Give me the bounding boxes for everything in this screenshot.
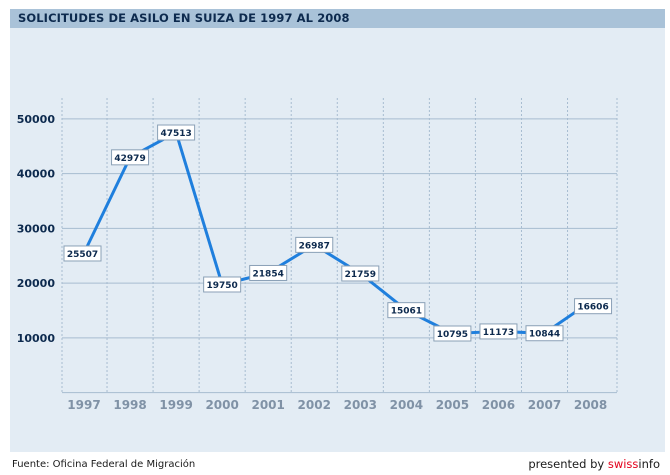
x-tick-label-1997: 1997 [67, 398, 100, 412]
x-tick-label-2003: 2003 [344, 398, 377, 412]
y-tick-label-30000: 30000 [17, 222, 56, 235]
x-tick-label-1998: 1998 [113, 398, 146, 412]
x-tick-label-2000: 2000 [205, 398, 238, 412]
chart-title: SOLICITUDES DE ASILO EN SUIZA DE 1997 AL… [18, 11, 350, 25]
data-label-2: 47513 [160, 129, 191, 139]
line-chart: 10000 20000 30000 40000 50000 1997 1998 1999 200… [17, 98, 618, 412]
footer-source: Fuente: Oficina Federal de Migración [12, 459, 196, 470]
data-label-box-7 [387, 302, 426, 319]
data-label-3: 19750 [206, 281, 237, 291]
presented-by-text: presented by [528, 457, 605, 471]
y-tick-label-40000: 40000 [17, 168, 56, 181]
data-label-box-10 [525, 325, 564, 342]
data-label-10: 10844 [529, 330, 560, 340]
data-label-box-1 [111, 149, 150, 166]
data-label-box-5 [295, 236, 334, 253]
data-label-box-9 [479, 323, 518, 340]
y-tick-label-20000: 20000 [17, 277, 56, 290]
y-tick-label-10000: 10000 [17, 332, 56, 345]
x-tick-label-2008: 2008 [574, 398, 607, 412]
data-label-4: 21854 [253, 269, 284, 279]
data-label-7: 15061 [391, 307, 422, 317]
footer-brand[interactable]: presented by swissinfo [528, 457, 660, 471]
data-label-box-8 [433, 325, 472, 342]
x-tick-label-1999: 1999 [159, 398, 192, 412]
title-bar: SOLICITUDES DE ASILO EN SUIZA DE 1997 AL… [10, 9, 665, 28]
data-label-box-4 [249, 264, 288, 281]
data-label-1: 42979 [114, 154, 145, 164]
data-label-6: 21759 [345, 270, 376, 280]
data-label-box-2 [157, 124, 196, 141]
x-tick-label-2006: 2006 [482, 398, 515, 412]
data-label-5: 26987 [299, 241, 330, 251]
data-label-box-6 [341, 265, 380, 282]
y-tick-label-50000: 50000 [17, 113, 56, 126]
x-tick-label-2002: 2002 [298, 398, 331, 412]
data-label-0: 25507 [67, 250, 98, 260]
brand-swiss: swiss [607, 457, 639, 471]
x-tick-label-2007: 2007 [528, 398, 561, 412]
data-label-box-0 [63, 245, 102, 262]
data-label-9: 11173 [483, 328, 514, 338]
data-label-box-3 [203, 276, 242, 293]
x-tick-label-2001: 2001 [251, 398, 284, 412]
brand-info: info [638, 457, 660, 471]
data-label-box-11 [574, 298, 613, 315]
data-label-11: 16606 [577, 303, 608, 313]
x-tick-label-2005: 2005 [436, 398, 469, 412]
data-label-8: 10795 [437, 330, 468, 340]
x-tick-label-2004: 2004 [390, 398, 423, 412]
